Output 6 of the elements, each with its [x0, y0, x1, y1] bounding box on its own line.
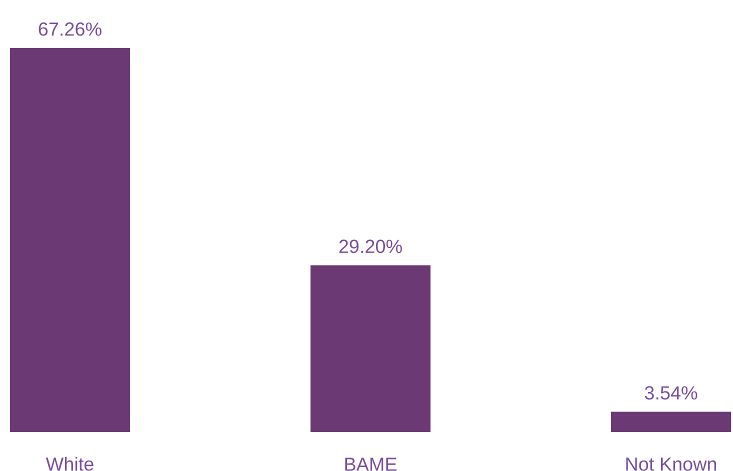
x-tick-label: BAME: [345, 458, 397, 471]
x-tick-label: White: [46, 456, 94, 471]
data-label: 29.20%: [339, 240, 402, 254]
data-label: 3.54%: [644, 386, 698, 400]
data-label: 67.26%: [38, 22, 102, 36]
x-tick-label: Not Known: [626, 458, 716, 471]
